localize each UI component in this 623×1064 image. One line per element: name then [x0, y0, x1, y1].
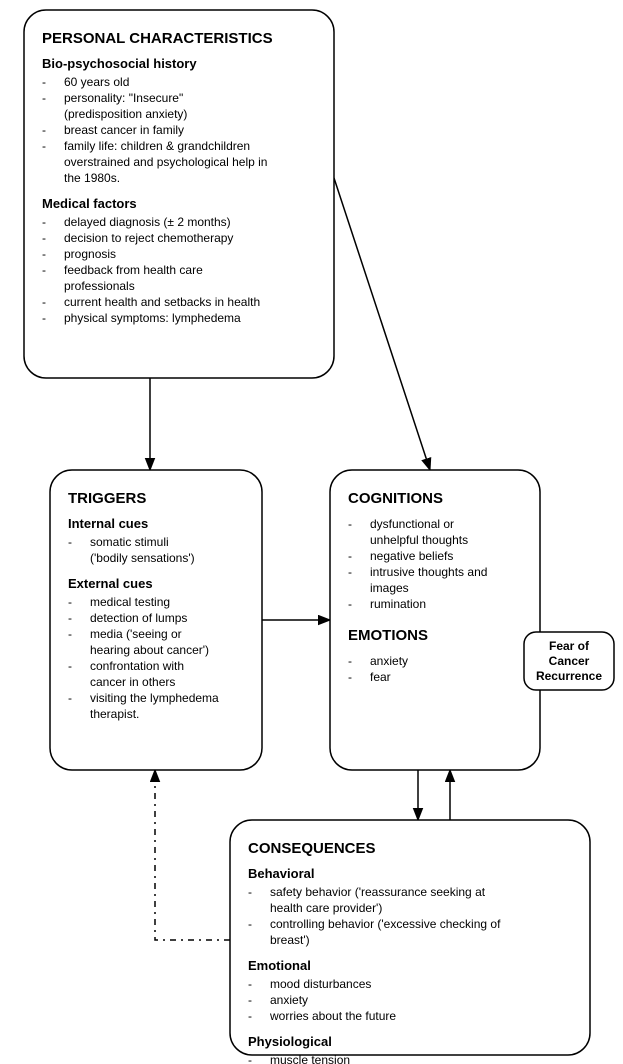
list-item: physical symptoms: lymphedema — [64, 311, 241, 325]
list-item: feedback from health care — [64, 263, 203, 277]
list-item: hearing about cancer') — [90, 643, 209, 657]
list-item: current health and setbacks in health — [64, 295, 260, 309]
list-item: medical testing — [90, 595, 170, 609]
label-line: Cancer — [549, 654, 590, 668]
list-item: anxiety — [370, 654, 408, 668]
section-heading: External cues — [68, 576, 153, 591]
svg-text:-: - — [68, 627, 72, 641]
svg-text:-: - — [248, 1009, 252, 1023]
list-item: negative beliefs — [370, 549, 453, 563]
box-personal: PERSONAL CHARACTERISTICS Bio-psychosocial… — [24, 10, 334, 378]
box-title: TRIGGERS — [68, 490, 146, 507]
list-item: ('bodily sensations') — [90, 551, 195, 565]
svg-text:-: - — [248, 1053, 252, 1064]
label-line: Recurrence — [536, 669, 602, 683]
svg-text:-: - — [42, 263, 46, 277]
list-item: 60 years old — [64, 75, 129, 89]
svg-text:-: - — [42, 247, 46, 261]
svg-text:-: - — [42, 91, 46, 105]
list-item: confrontation with — [90, 659, 184, 673]
svg-text:-: - — [348, 517, 352, 531]
section-heading: Behavioral — [248, 866, 314, 881]
list-item: (predisposition anxiety) — [64, 107, 187, 121]
svg-text:-: - — [68, 611, 72, 625]
section-heading: Emotional — [248, 958, 311, 973]
svg-text:-: - — [68, 595, 72, 609]
list-item: mood disturbances — [270, 977, 371, 991]
svg-text:-: - — [42, 75, 46, 89]
svg-text:-: - — [42, 123, 46, 137]
list-item: media ('seeing or — [90, 627, 182, 641]
list-item: somatic stimuli — [90, 535, 169, 549]
section-heading: Internal cues — [68, 516, 148, 531]
list-item: decision to reject chemotherapy — [64, 231, 233, 245]
box-consequences: CONSEQUENCES Behavioral - safety behavior (… — [230, 820, 590, 1064]
svg-text:-: - — [42, 231, 46, 245]
section-heading: Medical factors — [42, 196, 137, 211]
edge-consequences-to-triggers — [155, 770, 230, 940]
list-item: family life: children & grandchildren — [64, 139, 250, 153]
list-item: intrusive thoughts and — [370, 565, 487, 579]
svg-text:-: - — [248, 917, 252, 931]
svg-text:-: - — [68, 535, 72, 549]
list-item: visiting the lymphedema — [90, 691, 219, 705]
list-item: overstrained and psychological help in — [64, 155, 267, 169]
list-item: personality: "Insecure" — [64, 91, 183, 105]
list-item: images — [370, 581, 409, 595]
label-line: Fear of — [549, 639, 590, 653]
svg-text:-: - — [42, 295, 46, 309]
list-item: cancer in others — [90, 675, 175, 689]
edge-personal-to-cognitions — [334, 178, 430, 470]
list-item: breast cancer in family — [64, 123, 184, 137]
svg-text:-: - — [348, 565, 352, 579]
list-item: therapist. — [90, 707, 139, 721]
svg-text:-: - — [348, 597, 352, 611]
section-heading: Physiological — [248, 1034, 332, 1049]
flowchart-diagram: PERSONAL CHARACTERISTICS Bio-psychosocial… — [0, 0, 623, 1064]
list-item: muscle tension — [270, 1053, 350, 1064]
svg-text:-: - — [42, 311, 46, 325]
section-heading: Bio-psychosocial history — [42, 56, 197, 71]
svg-text:-: - — [68, 659, 72, 673]
svg-text:-: - — [248, 885, 252, 899]
list-item: rumination — [370, 597, 426, 611]
svg-text:-: - — [348, 654, 352, 668]
list-item: health care provider') — [270, 901, 382, 915]
list-item: delayed diagnosis (± 2 months) — [64, 215, 231, 229]
list-item: controlling behavior ('excessive checkin… — [270, 917, 501, 931]
list-item: worries about the future — [269, 1009, 396, 1023]
list-item: prognosis — [64, 247, 116, 261]
box-cognitions: COGNITIONS - dysfunctional or unhelpful tho… — [330, 470, 540, 770]
list-item: detection of lumps — [90, 611, 187, 625]
svg-text:-: - — [348, 670, 352, 684]
list-item: fear — [370, 670, 391, 684]
list-item: professionals — [64, 279, 135, 293]
list-item: the 1980s. — [64, 171, 120, 185]
svg-text:-: - — [248, 993, 252, 1007]
box-title: PERSONAL CHARACTERISTICS — [42, 30, 273, 47]
box-title: CONSEQUENCES — [248, 840, 376, 857]
svg-text:-: - — [348, 549, 352, 563]
svg-text:-: - — [68, 691, 72, 705]
svg-text:-: - — [42, 139, 46, 153]
box-title: EMOTIONS — [348, 627, 428, 644]
list-item: breast') — [270, 933, 310, 947]
box-triggers: TRIGGERS Internal cues - somatic stimuli ('b… — [50, 470, 262, 770]
box-title: COGNITIONS — [348, 490, 443, 507]
svg-text:-: - — [248, 977, 252, 991]
list-item: safety behavior ('reassurance seeking at — [270, 885, 486, 899]
svg-text:-: - — [42, 215, 46, 229]
list-item: anxiety — [270, 993, 308, 1007]
list-item: unhelpful thoughts — [370, 533, 468, 547]
list-item: dysfunctional or — [370, 517, 454, 531]
box-fear: Fear ofCancerRecurrence — [524, 632, 614, 690]
